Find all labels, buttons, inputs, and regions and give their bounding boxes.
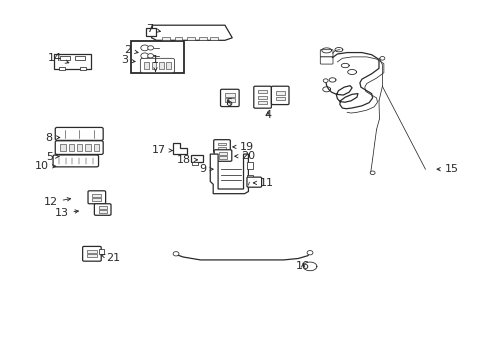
Text: 21: 21 [101,253,121,264]
FancyBboxPatch shape [94,204,111,215]
FancyBboxPatch shape [68,144,74,151]
Text: 19: 19 [232,142,253,152]
FancyBboxPatch shape [54,54,91,69]
FancyBboxPatch shape [162,37,170,40]
FancyBboxPatch shape [253,86,271,108]
FancyBboxPatch shape [191,162,197,165]
Polygon shape [151,25,232,40]
Text: 11: 11 [253,178,274,188]
FancyBboxPatch shape [224,98,234,102]
FancyBboxPatch shape [220,89,239,107]
FancyBboxPatch shape [218,156,227,158]
FancyBboxPatch shape [151,62,156,69]
FancyBboxPatch shape [218,143,225,145]
FancyBboxPatch shape [275,91,284,94]
FancyBboxPatch shape [88,191,105,204]
Text: 4: 4 [264,110,271,120]
Text: 15: 15 [436,164,458,174]
FancyBboxPatch shape [99,206,106,209]
Circle shape [379,57,384,60]
Circle shape [141,45,148,51]
FancyBboxPatch shape [55,127,103,140]
FancyBboxPatch shape [320,50,332,57]
Text: 17: 17 [152,145,172,156]
Text: 1: 1 [152,55,159,71]
FancyBboxPatch shape [159,62,163,69]
FancyBboxPatch shape [218,153,227,155]
Text: 16: 16 [296,261,309,271]
Text: 6: 6 [225,98,232,108]
FancyBboxPatch shape [87,250,97,253]
FancyBboxPatch shape [275,96,284,100]
Circle shape [141,53,148,59]
Text: 7: 7 [146,24,160,34]
FancyBboxPatch shape [59,67,64,70]
FancyBboxPatch shape [92,194,101,197]
Circle shape [147,54,153,58]
FancyBboxPatch shape [247,162,253,169]
FancyBboxPatch shape [85,144,91,151]
FancyBboxPatch shape [55,141,103,154]
FancyBboxPatch shape [166,62,171,69]
FancyBboxPatch shape [60,56,70,60]
FancyBboxPatch shape [82,247,101,261]
FancyBboxPatch shape [77,144,82,151]
Circle shape [369,171,374,175]
Circle shape [147,46,153,50]
FancyBboxPatch shape [247,175,253,181]
Text: 8: 8 [45,132,60,143]
FancyBboxPatch shape [87,254,97,257]
Text: 18: 18 [176,155,197,165]
FancyBboxPatch shape [75,56,84,60]
FancyBboxPatch shape [224,93,234,96]
FancyBboxPatch shape [99,249,104,254]
Text: 5: 5 [46,152,59,162]
FancyBboxPatch shape [320,57,332,64]
Text: 9: 9 [199,164,213,174]
FancyBboxPatch shape [218,147,225,150]
FancyBboxPatch shape [131,41,183,73]
Polygon shape [190,155,203,162]
FancyBboxPatch shape [214,150,231,161]
FancyBboxPatch shape [213,140,230,153]
Text: 14: 14 [47,53,69,63]
FancyBboxPatch shape [258,90,266,93]
FancyBboxPatch shape [144,62,149,69]
Circle shape [306,251,312,255]
Text: 3: 3 [121,55,135,66]
Text: 10: 10 [35,161,56,171]
Text: 12: 12 [43,197,70,207]
Polygon shape [145,28,155,36]
FancyBboxPatch shape [53,155,98,167]
FancyBboxPatch shape [258,101,266,104]
FancyBboxPatch shape [140,58,174,73]
FancyBboxPatch shape [174,37,182,40]
FancyBboxPatch shape [80,67,86,70]
Circle shape [323,79,327,82]
Polygon shape [173,143,186,154]
FancyBboxPatch shape [99,210,106,213]
Text: 2: 2 [123,45,138,55]
Polygon shape [210,154,248,194]
FancyBboxPatch shape [94,144,99,151]
FancyBboxPatch shape [210,37,218,40]
FancyBboxPatch shape [258,95,266,99]
FancyBboxPatch shape [61,144,65,151]
FancyBboxPatch shape [199,37,206,40]
Text: 13: 13 [54,208,78,218]
Text: 20: 20 [234,151,255,161]
Circle shape [173,252,179,256]
FancyBboxPatch shape [271,86,288,104]
FancyBboxPatch shape [92,198,101,201]
FancyBboxPatch shape [186,37,194,40]
FancyBboxPatch shape [246,177,261,187]
